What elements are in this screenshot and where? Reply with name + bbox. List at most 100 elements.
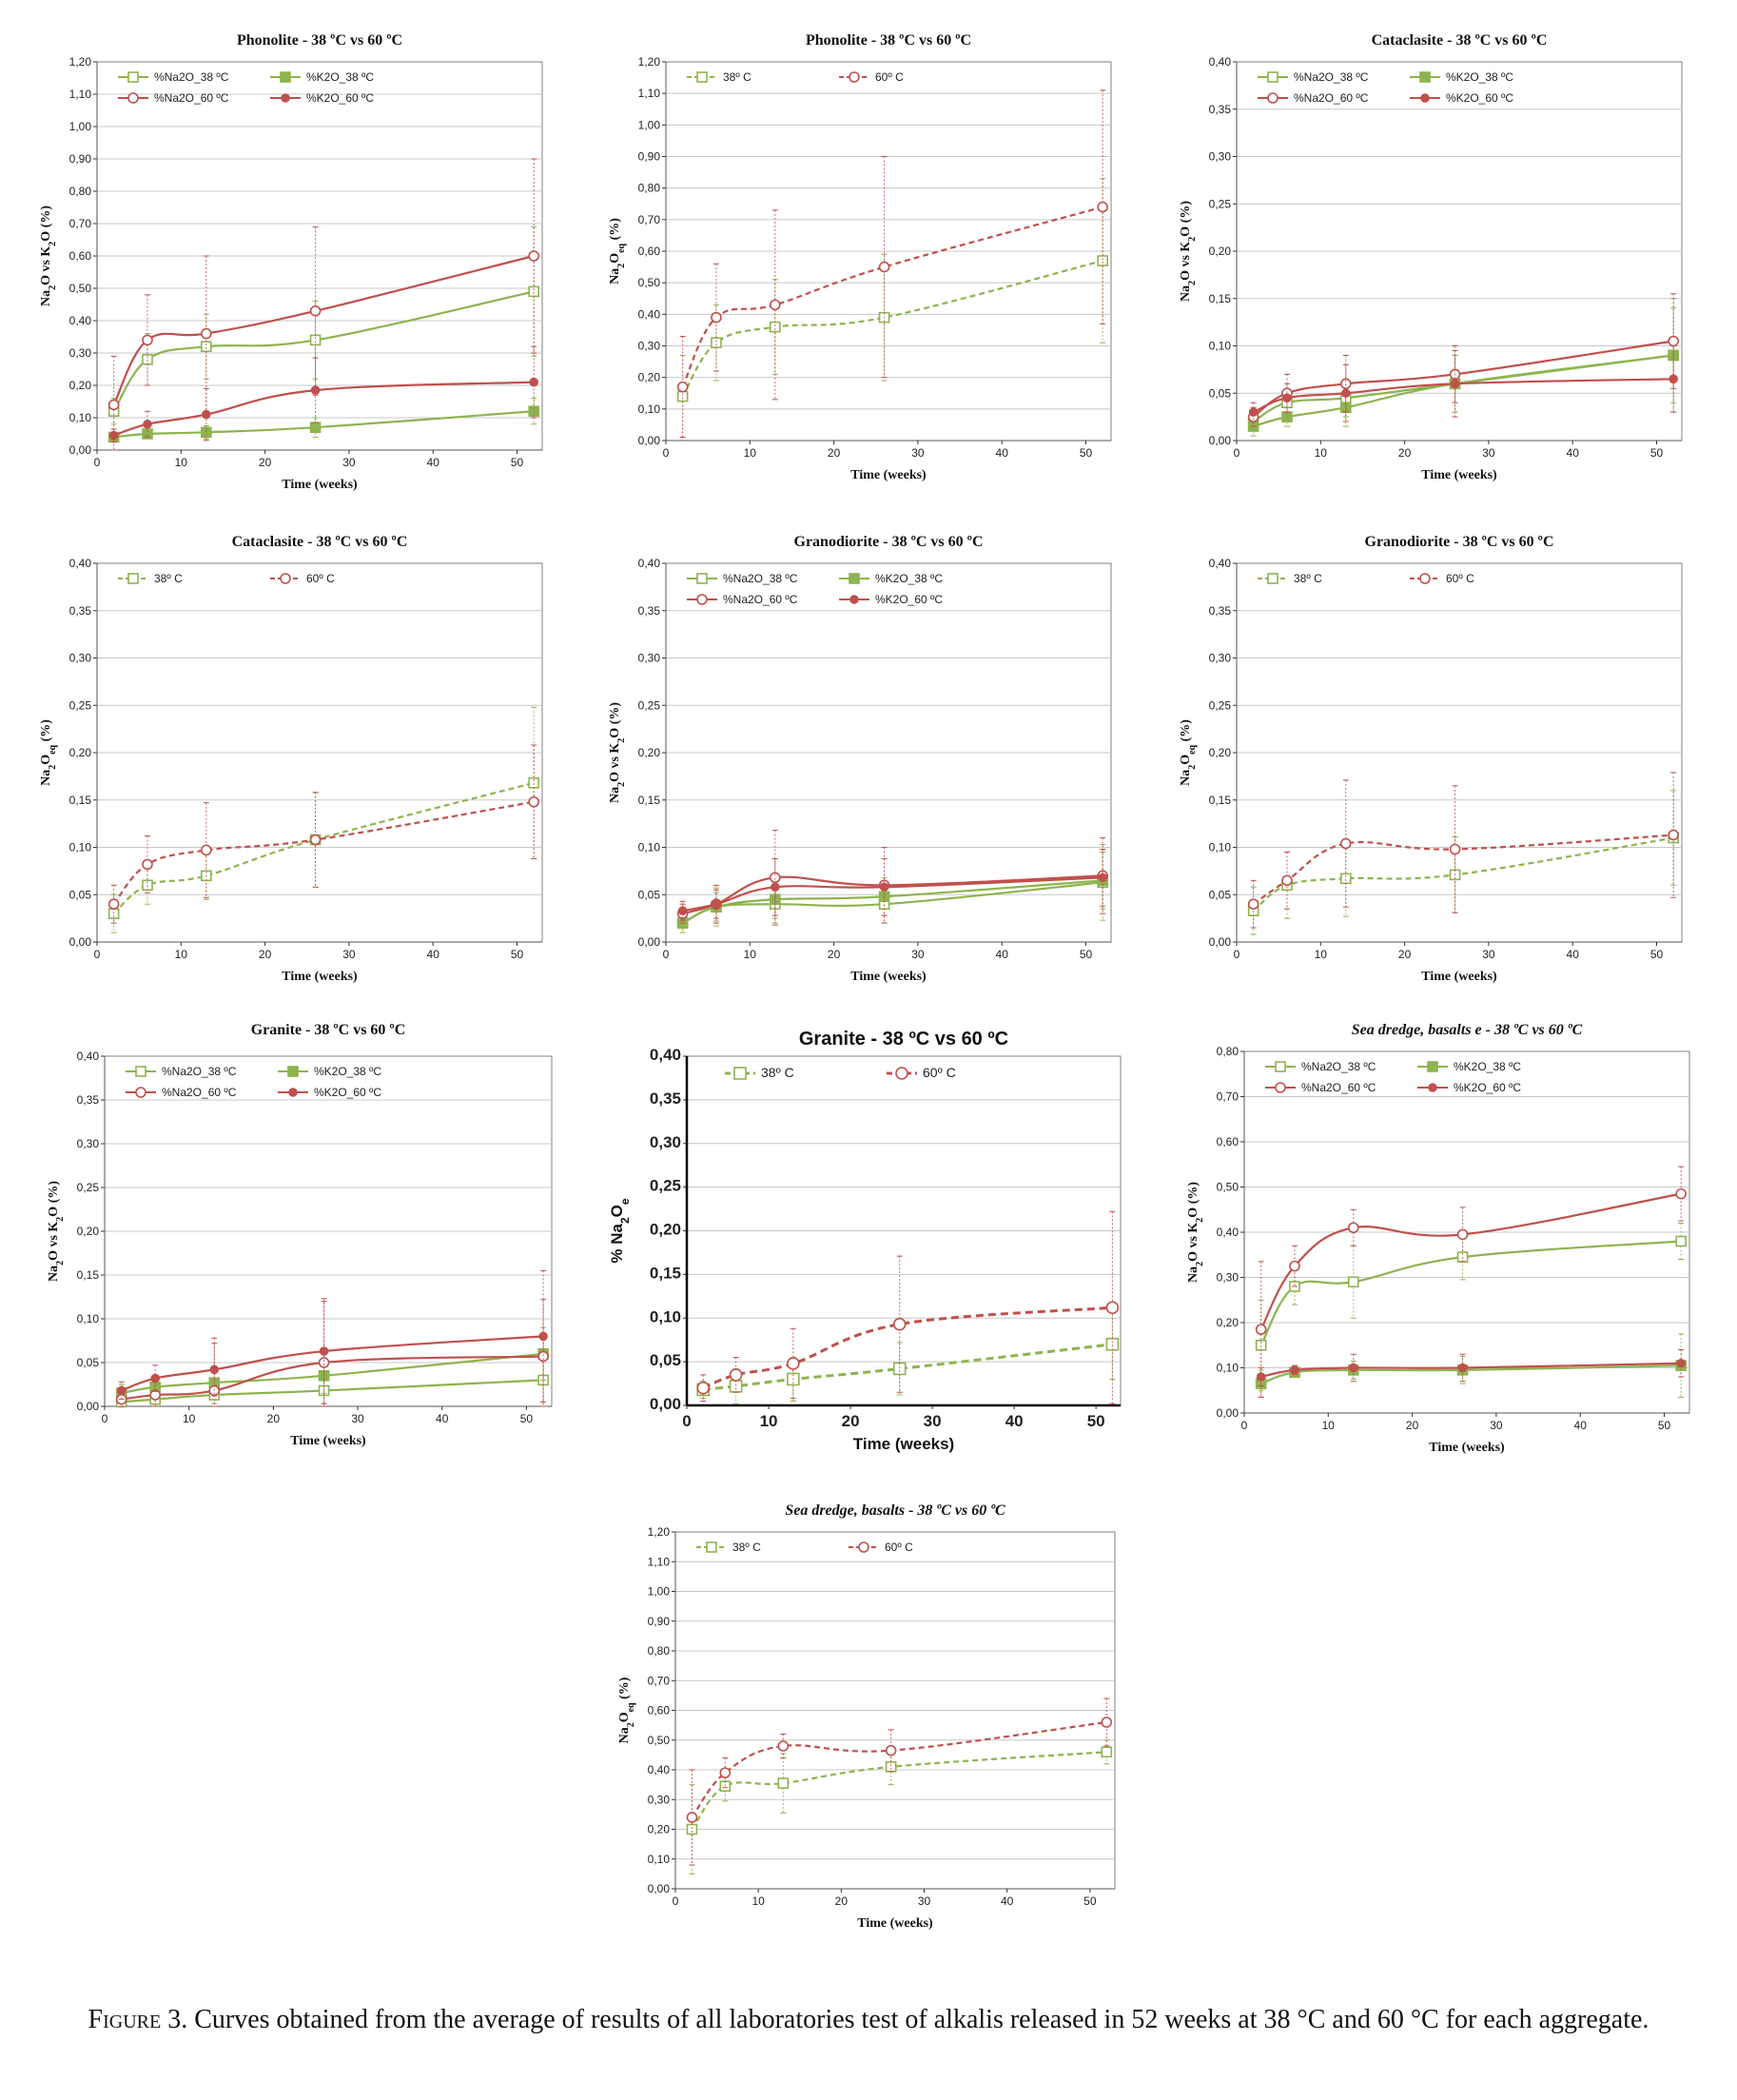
y-tick-label: 0,00	[638, 434, 661, 447]
x-axis-label: Time (weeks)	[850, 468, 927, 482]
data-point	[733, 1067, 747, 1080]
x-tick-label: 30	[924, 1412, 942, 1430]
data-point	[1275, 1082, 1286, 1093]
data-point	[310, 385, 321, 395]
data-point	[1281, 874, 1293, 887]
x-tick-label: 20	[1398, 446, 1412, 460]
legend-label: %Na2O_60 ºC	[1294, 91, 1369, 105]
x-tick-label: 0	[94, 948, 101, 961]
data-point	[309, 334, 322, 346]
y-tick-label: 0,15	[650, 1264, 681, 1282]
data-point	[777, 1777, 790, 1789]
y-tick-label: 0,00	[1209, 935, 1232, 949]
x-tick-label: 0	[663, 948, 670, 961]
legend-item: %Na2O_38 ºC	[1265, 1060, 1376, 1073]
x-tick-label: 10	[183, 1412, 196, 1425]
legend-item: %Na2O_60 ºC	[687, 593, 798, 606]
y-tick-label: 0,35	[1209, 604, 1232, 618]
y-tick-label: 0,30	[650, 1133, 681, 1151]
data-point	[676, 390, 689, 402]
y-tick-label: 0,10	[638, 841, 661, 854]
series-line	[1259, 1192, 1682, 1330]
y-tick-label: 0,50	[1217, 1181, 1239, 1194]
x-tick-label: 40	[427, 456, 440, 469]
y-tick-label: 0,20	[1209, 746, 1232, 759]
y-tick-label: 0,05	[650, 1351, 681, 1369]
y-tick-label: 0,80	[648, 1644, 671, 1658]
data-point	[287, 1066, 299, 1077]
x-axis-label: Time (weeks)	[282, 478, 358, 492]
y-tick-label: 0,10	[69, 841, 92, 854]
data-point	[686, 1812, 698, 1823]
data-point	[538, 1331, 548, 1342]
legend-label: %K2O_60 ºC	[875, 593, 943, 606]
data-point	[1275, 1061, 1286, 1072]
x-tick-label: 0	[94, 456, 101, 469]
data-point	[1267, 92, 1278, 104]
legend-label: 38º C	[154, 572, 183, 585]
y-tick-label: 0,25	[69, 698, 92, 712]
data-point	[149, 1389, 162, 1401]
y-tick-label: 0,30	[648, 1793, 671, 1806]
series-1	[1247, 772, 1679, 929]
chart-sea-dredge-na2oeq: 0,00 0,10 0,20 0,30 0,40 0,50 0,60 0,70 0,80 0,90…	[599, 1494, 1132, 1951]
data-point	[127, 573, 139, 584]
legend-label: %Na2O_38 ºC	[1301, 1060, 1376, 1073]
data-point	[858, 1541, 869, 1553]
x-tick-label: 50	[1658, 1419, 1671, 1432]
series-3	[1248, 345, 1678, 422]
y-tick-label: 0,05	[638, 888, 661, 901]
data-point	[529, 377, 538, 387]
data-point	[201, 409, 211, 420]
y-tick-label: 0,35	[69, 604, 92, 618]
data-point	[885, 1744, 897, 1757]
y-tick-label: 1,20	[638, 55, 661, 69]
chart-svg: 0,00 0,05 0,10 0,15 0,20 0,25 0,30 0,35 0,40 0 10 2…	[1179, 534, 1683, 984]
y-tick-label: 0,15	[77, 1268, 100, 1282]
legend-item: %K2O_38 ºC	[1417, 1060, 1521, 1073]
y-tick-label: 0,10	[1217, 1362, 1239, 1375]
data-point	[1097, 255, 1108, 266]
legend-item: %K2O_38 ºC	[839, 572, 943, 585]
y-axis-label: Na2Oeq (%)	[1179, 719, 1198, 786]
data-point	[676, 381, 689, 393]
x-tick-label: 30	[342, 456, 356, 469]
y-tick-label: 0,20	[638, 371, 661, 384]
data-point	[281, 93, 290, 103]
series-3	[116, 1269, 548, 1404]
y-tick-label: 0,70	[1217, 1090, 1239, 1104]
y-tick-label: 0,35	[77, 1093, 100, 1107]
legend-label: %K2O_38 ºC	[1446, 70, 1513, 84]
data-point	[711, 311, 722, 324]
x-tick-label: 50	[1083, 1894, 1097, 1908]
x-axis-label: Time (weeks)	[1421, 468, 1497, 482]
data-point	[1450, 379, 1460, 389]
y-tick-label: 0,15	[1209, 794, 1232, 807]
series-line	[681, 259, 1103, 398]
x-tick-label: 30	[1482, 948, 1495, 961]
data-point	[116, 1385, 127, 1396]
data-point	[1456, 1228, 1469, 1241]
data-point	[108, 430, 119, 441]
data-point	[1420, 93, 1430, 103]
legend-item: %K2O_60 ºC	[270, 91, 374, 105]
y-tick-label: 0,70	[638, 213, 661, 226]
y-tick-label: 0,15	[1209, 292, 1232, 305]
data-point	[729, 1380, 743, 1393]
legend-item: %Na2O_60 ºC	[1258, 91, 1369, 105]
x-axis-label: Time (weeks)	[853, 1435, 954, 1453]
x-tick-label: 20	[835, 1894, 849, 1908]
y-tick-label: 0,15	[638, 794, 661, 807]
y-tick-label: 0,10	[69, 411, 92, 424]
y-axis-label: Na2O vs K2O (%)	[39, 206, 58, 306]
x-tick-label: 0	[102, 1412, 108, 1425]
x-tick-label: 20	[259, 948, 272, 961]
x-tick-label: 50	[1080, 948, 1093, 961]
y-tick-label: 0,25	[650, 1177, 681, 1195]
legend-label: 38º C	[1294, 572, 1322, 585]
x-tick-label: 40	[1001, 1894, 1014, 1908]
data-point	[1105, 1337, 1120, 1351]
x-tick-label: 40	[1574, 1419, 1588, 1432]
y-tick-label: 0,40	[69, 557, 92, 570]
series-1	[696, 1210, 1120, 1404]
